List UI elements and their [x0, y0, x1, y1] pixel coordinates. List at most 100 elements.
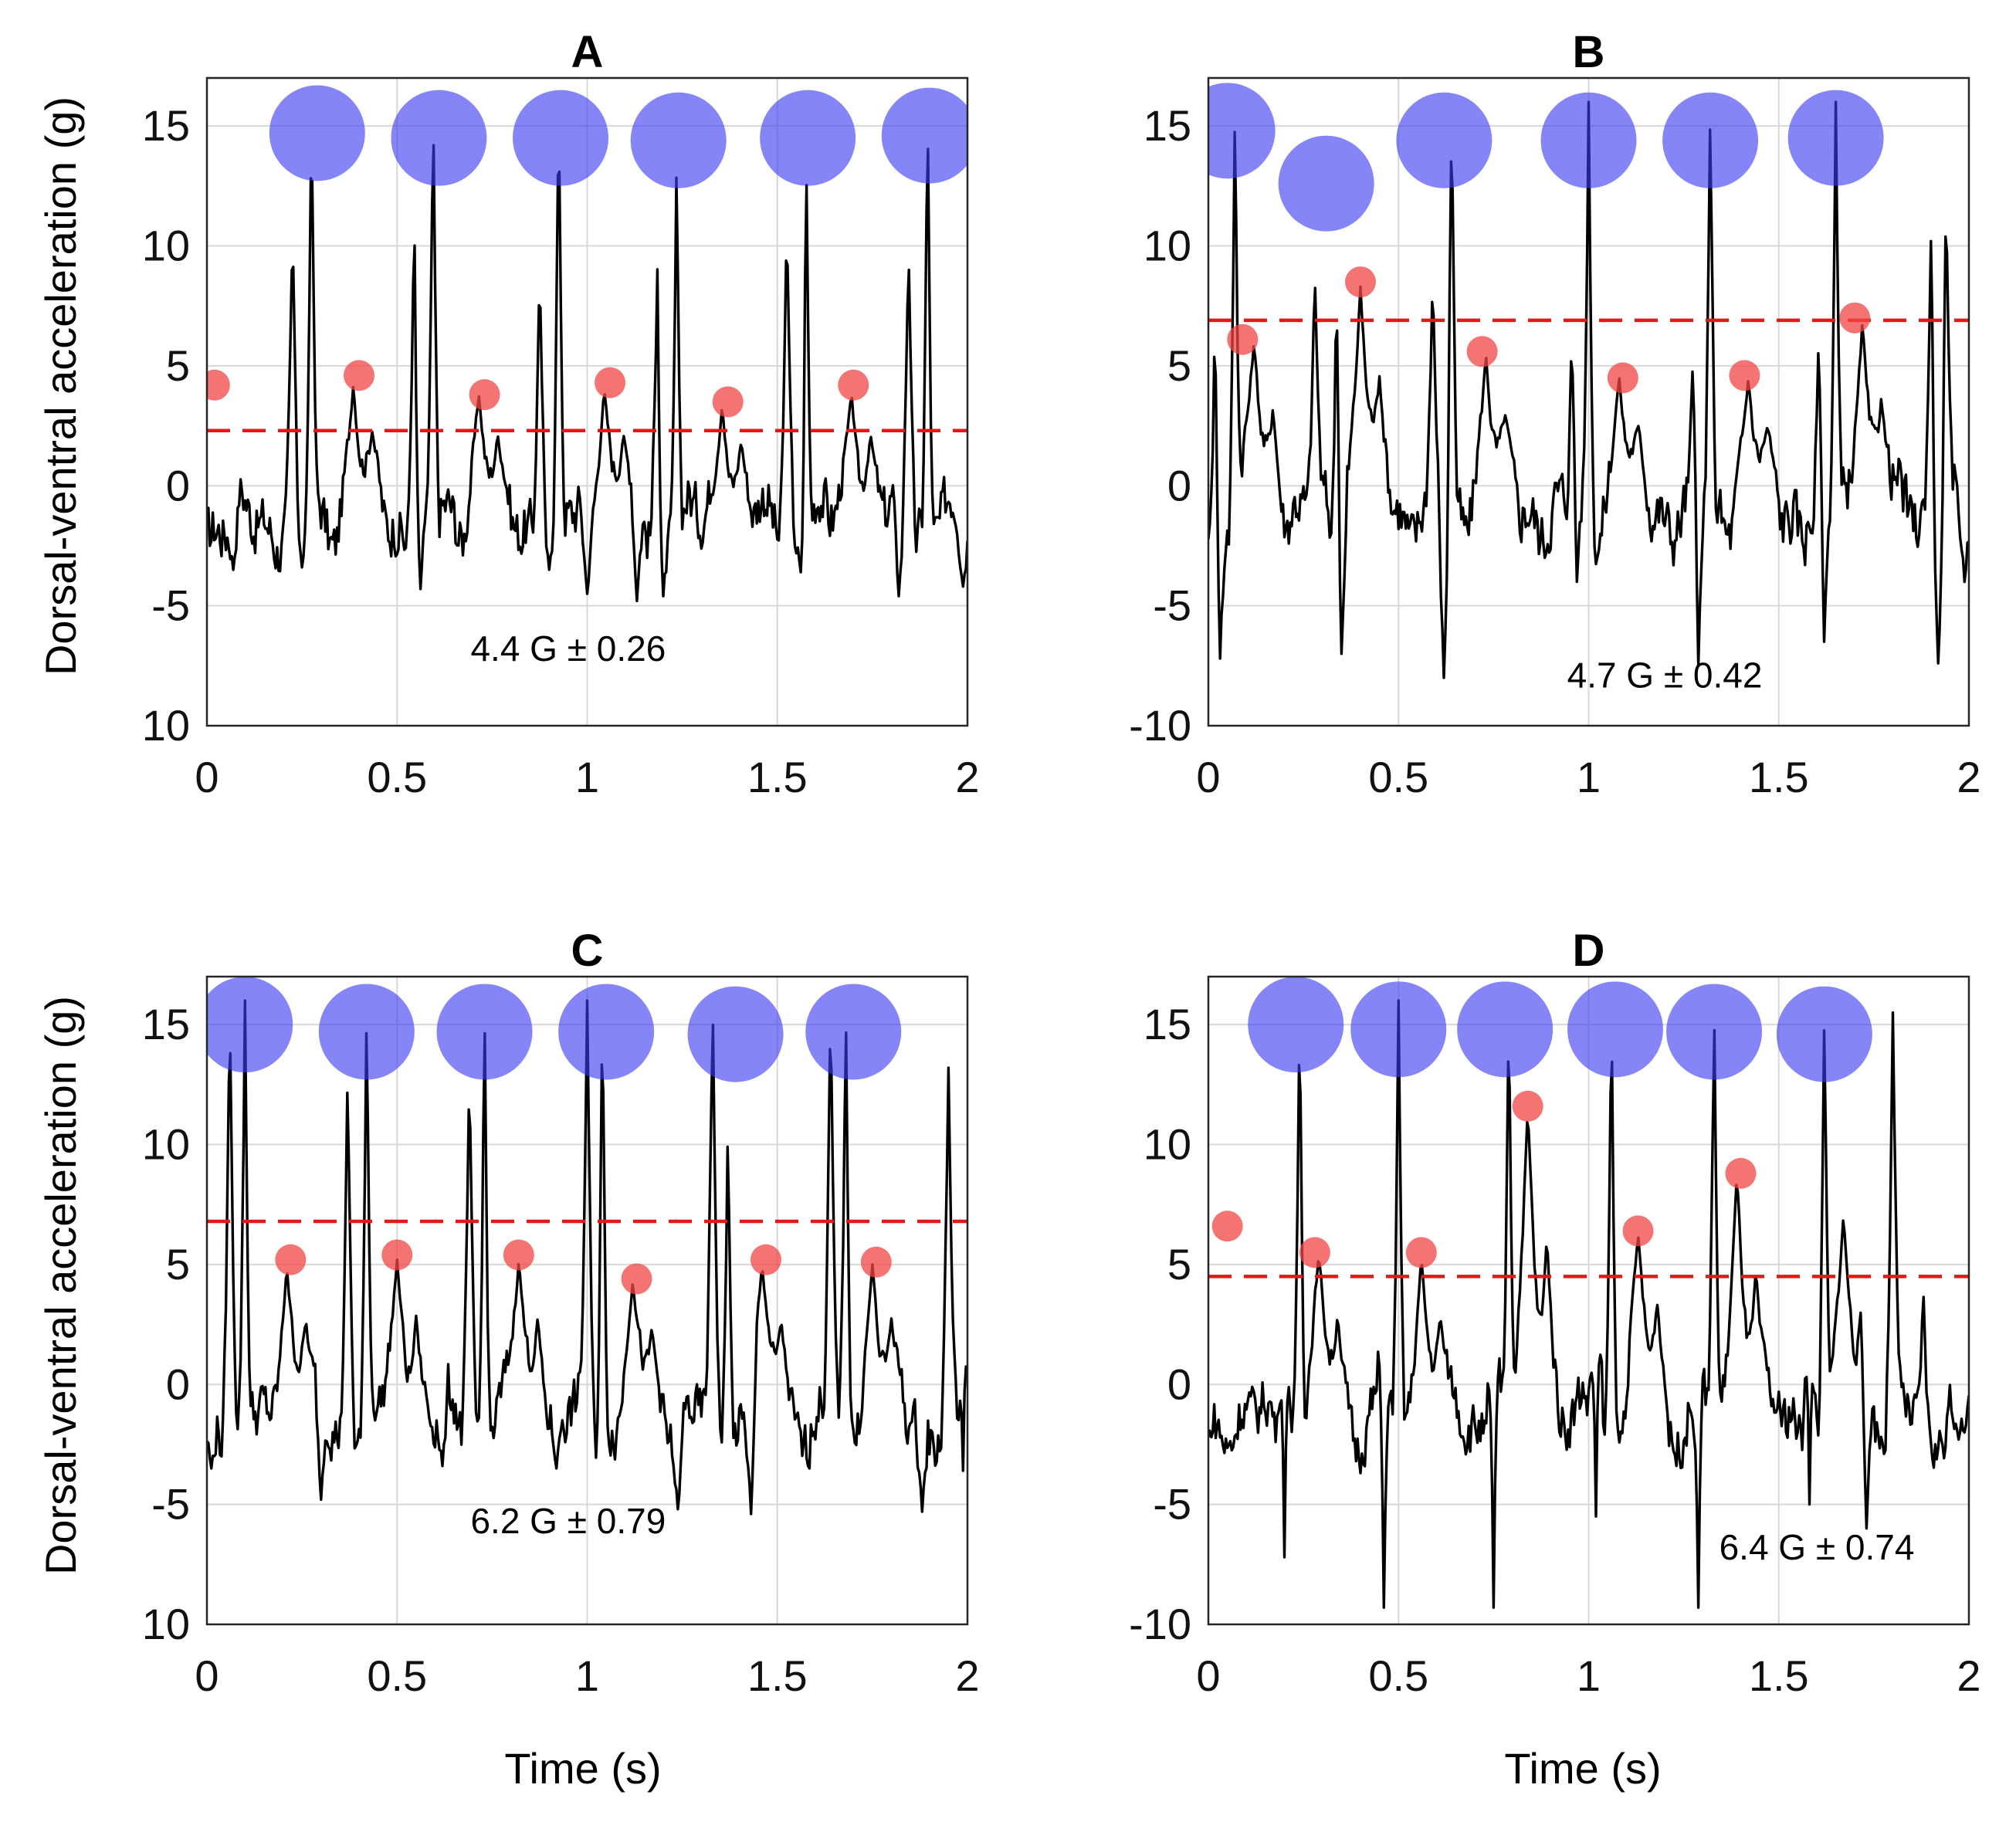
red-peak-marker [469, 379, 500, 411]
y-axis-label-bottom: Dorsal-ventral acceleration (g) [36, 996, 85, 1575]
red-peak-marker [344, 360, 374, 391]
y-tick-label: -10 [1129, 1600, 1191, 1648]
plot-frame [205, 76, 969, 727]
y-tick-label: -5 [151, 581, 190, 630]
blue-peak-marker [269, 85, 365, 181]
y-tick-label: 10 [142, 1600, 190, 1648]
y-tick-label: 5 [166, 341, 190, 390]
y-tick-label: 10 [1144, 222, 1191, 270]
red-peak-marker [621, 1263, 652, 1295]
red-peak-marker [750, 1244, 781, 1275]
red-peak-marker [1211, 1211, 1243, 1242]
red-peak-marker [503, 1239, 534, 1271]
y-tick-label: 5 [1167, 1240, 1191, 1289]
red-peak-marker [860, 1246, 892, 1278]
plot-frame [205, 975, 969, 1626]
blue-peak-marker [1350, 981, 1447, 1078]
acceleration-trace [1208, 999, 1969, 1609]
blue-peak-marker [881, 87, 967, 184]
mean-annotation: 6.4 G ± 0.74 [1720, 1527, 1915, 1567]
y-tick-label: -10 [1129, 701, 1191, 750]
blue-peak-marker [1567, 981, 1663, 1078]
blue-peak-marker [1396, 92, 1493, 188]
blue-peak-marker [805, 984, 902, 1080]
red-peak-marker [595, 367, 626, 398]
x-tick-label: 0.5 [1368, 753, 1428, 801]
y-tick-label: 5 [166, 1240, 190, 1289]
red-peak-marker [381, 1239, 413, 1271]
blue-peak-marker [436, 984, 533, 1080]
red-peak-marker [1729, 360, 1760, 391]
blue-peak-marker [630, 92, 727, 188]
plot-frame [1207, 76, 1970, 727]
blue-peak-marker [558, 984, 655, 1080]
x-tick-label: 1 [1577, 1651, 1601, 1700]
red-peak-marker [1299, 1237, 1330, 1268]
red-peak-marker [275, 1244, 307, 1275]
red-peak-marker [1607, 362, 1638, 394]
plot-frame [1207, 975, 1970, 1626]
red-peak-marker [1622, 1215, 1654, 1247]
blue-peak-marker [1248, 977, 1344, 1073]
blue-peak-marker [1776, 986, 1872, 1082]
x-tick-label: 2 [955, 753, 979, 801]
red-peak-marker [1405, 1237, 1437, 1268]
y-tick-label: 15 [142, 1000, 190, 1048]
panel-a: 0 0.5 1 1.5 2 15 10 5 0 -5 10 A 4.4 G ± 0.26 [142, 27, 980, 801]
plot-area [1208, 977, 1969, 1609]
red-peak-marker [1725, 1157, 1757, 1189]
x-axis-label-right: Time (s) [1504, 1744, 1661, 1793]
red-peak-marker [207, 369, 230, 401]
y-tick-label: 10 [142, 222, 190, 270]
blue-peak-marker [318, 984, 415, 1080]
blue-peak-marker [1787, 90, 1884, 186]
plot-area [207, 977, 967, 1516]
red-peak-marker [1227, 323, 1259, 355]
panel-title: A [571, 27, 604, 77]
blue-peak-marker [513, 90, 609, 186]
panel-b: 0 0.5 1 1.5 2 15 10 5 0 -5 -10 B 4.7 G ± 0.42 [1129, 27, 1981, 801]
plot-area [207, 85, 967, 603]
x-tick-label: 1.5 [747, 753, 808, 801]
red-peak-marker [1466, 336, 1498, 367]
blue-peak-marker [1666, 984, 1763, 1080]
x-tick-label: 0 [1196, 1651, 1220, 1700]
x-tick-label: 1 [575, 753, 599, 801]
red-peak-marker [1512, 1090, 1543, 1122]
y-tick-label: 15 [142, 101, 190, 150]
red-peak-marker [712, 386, 744, 418]
mean-annotation: 4.7 G ± 0.42 [1567, 655, 1763, 695]
x-tick-label: 1.5 [1749, 753, 1809, 801]
blue-peak-marker [687, 986, 784, 1082]
red-peak-marker [1345, 266, 1376, 298]
blue-peak-marker [1208, 83, 1276, 179]
y-tick-label: 15 [1144, 101, 1191, 150]
y-tick-label: 0 [166, 461, 190, 510]
panel-c: 0 0.5 1 1.5 2 15 10 5 0 -5 10 C 6.2 G ± 0.79 [142, 926, 980, 1700]
red-peak-marker [838, 369, 869, 401]
x-tick-label: 0 [1196, 753, 1220, 801]
x-tick-label: 0 [195, 753, 219, 801]
x-tick-label: 1.5 [747, 1651, 808, 1700]
y-tick-label: 5 [1167, 341, 1191, 390]
blue-peak-marker [391, 90, 487, 186]
blue-peak-marker [1457, 981, 1554, 1078]
y-tick-label: 0 [166, 1360, 190, 1408]
y-tick-label: -5 [151, 1480, 190, 1529]
mean-annotation: 6.2 G ± 0.79 [470, 1501, 666, 1541]
x-tick-label: 2 [1957, 753, 1980, 801]
blue-peak-marker [1662, 92, 1759, 188]
x-tick-label: 1 [1577, 753, 1601, 801]
mean-annotation: 4.4 G ± 0.26 [470, 628, 666, 669]
red-peak-marker [1839, 302, 1871, 334]
panel-d: 0 0.5 1 1.5 2 15 10 5 0 -5 -10 D 6.4 G ± 0.74 [1129, 926, 1981, 1700]
x-tick-label: 0.5 [1368, 1651, 1428, 1700]
x-tick-label: 1 [575, 1651, 599, 1700]
y-tick-label: 10 [1144, 1120, 1191, 1169]
blue-peak-marker [207, 977, 293, 1073]
x-tick-label: 0.5 [367, 753, 427, 801]
panel-title: D [1573, 926, 1605, 976]
y-axis-label-top: Dorsal-ventral acceleration (g) [36, 97, 85, 676]
panel-title: B [1573, 27, 1605, 77]
